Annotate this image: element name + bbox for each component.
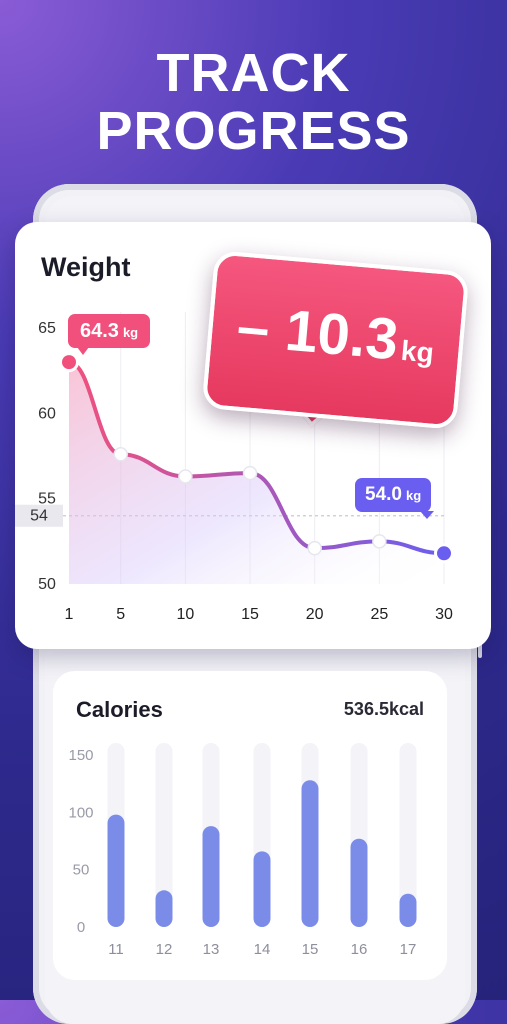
- start-weight-value: 64.3: [80, 320, 119, 342]
- calories-title: Calories: [76, 697, 163, 722]
- calories-bar-track: [155, 743, 173, 927]
- weight-area: [69, 362, 444, 584]
- weight-x-tick: 5: [116, 606, 125, 623]
- headline-line-2: PROGRESS: [96, 101, 411, 161]
- weight-change-badge: – 10.3kg: [201, 250, 470, 430]
- weight-point: [372, 534, 387, 549]
- calories-y-tick: 0: [77, 919, 85, 936]
- calories-x-tick: 17: [400, 941, 417, 958]
- start-label-tail: [77, 347, 89, 355]
- calories-bar: [155, 890, 173, 927]
- end-weight-label: 54.0 kg: [355, 478, 432, 512]
- headline: TRACK PROGRESS: [0, 44, 507, 160]
- weight-title: Weight: [41, 252, 131, 282]
- weight-change-unit: kg: [399, 334, 436, 369]
- calories-chart: 0 50 100 150 11 12 13 14 15 16 17: [68, 743, 417, 958]
- calories-y-tick: 150: [68, 747, 93, 764]
- calories-x-tick: 16: [351, 941, 368, 958]
- calories-x-tick: 15: [302, 941, 319, 958]
- end-weight-unit: kg: [405, 488, 422, 503]
- calories-bar: [107, 814, 125, 927]
- weight-point: [307, 540, 322, 556]
- calories-card: Calories 536.5kcal 0 50 100 150 11 12 13 14 15 16…: [53, 671, 447, 980]
- weight-x-tick: 15: [241, 606, 259, 623]
- weight-y-tick: 55: [38, 491, 56, 508]
- calories-y-tick: 50: [73, 862, 90, 879]
- weight-y-tick: 65: [38, 320, 56, 337]
- weight-point-end-dot: [437, 546, 451, 561]
- end-label-tail: [420, 511, 434, 519]
- headline-line-1: TRACK: [156, 43, 351, 103]
- weight-point: [178, 469, 193, 484]
- weight-x-tick: 1: [65, 606, 74, 623]
- start-weight-label: 64.3 kg: [68, 314, 151, 348]
- weight-change-value: – 10.3: [234, 293, 401, 373]
- calories-bar-track: [399, 743, 417, 927]
- end-weight-value: 54.0: [365, 484, 402, 505]
- weight-x-tick: 10: [176, 606, 194, 623]
- calories-y-tick: 100: [68, 804, 93, 821]
- weight-x-tick: 25: [370, 606, 388, 623]
- weight-point: [242, 465, 258, 481]
- calories-total: 536.5kcal: [343, 699, 424, 719]
- calories-x-tick: 13: [203, 941, 220, 958]
- calories-bar: [399, 893, 417, 927]
- weight-x-tick: 30: [435, 606, 453, 623]
- weight-y-tick: 60: [38, 405, 56, 422]
- weight-point: [113, 447, 128, 462]
- weight-point-start-dot: [62, 355, 76, 370]
- target-label: 54: [30, 508, 48, 525]
- calories-x-tick: 14: [254, 941, 271, 958]
- calories-bar: [350, 838, 368, 927]
- target-band: [15, 504, 63, 527]
- calories-bar: [253, 851, 271, 927]
- start-weight-unit: kg: [122, 325, 139, 340]
- calories-bar: [301, 780, 319, 927]
- calories-x-tick: 12: [156, 941, 173, 958]
- phone-side-button: [478, 640, 482, 658]
- weight-x-tick: 20: [306, 606, 324, 623]
- calories-x-tick: 11: [108, 941, 124, 958]
- calories-bar: [202, 826, 220, 927]
- weight-y-tick: 50: [38, 576, 56, 593]
